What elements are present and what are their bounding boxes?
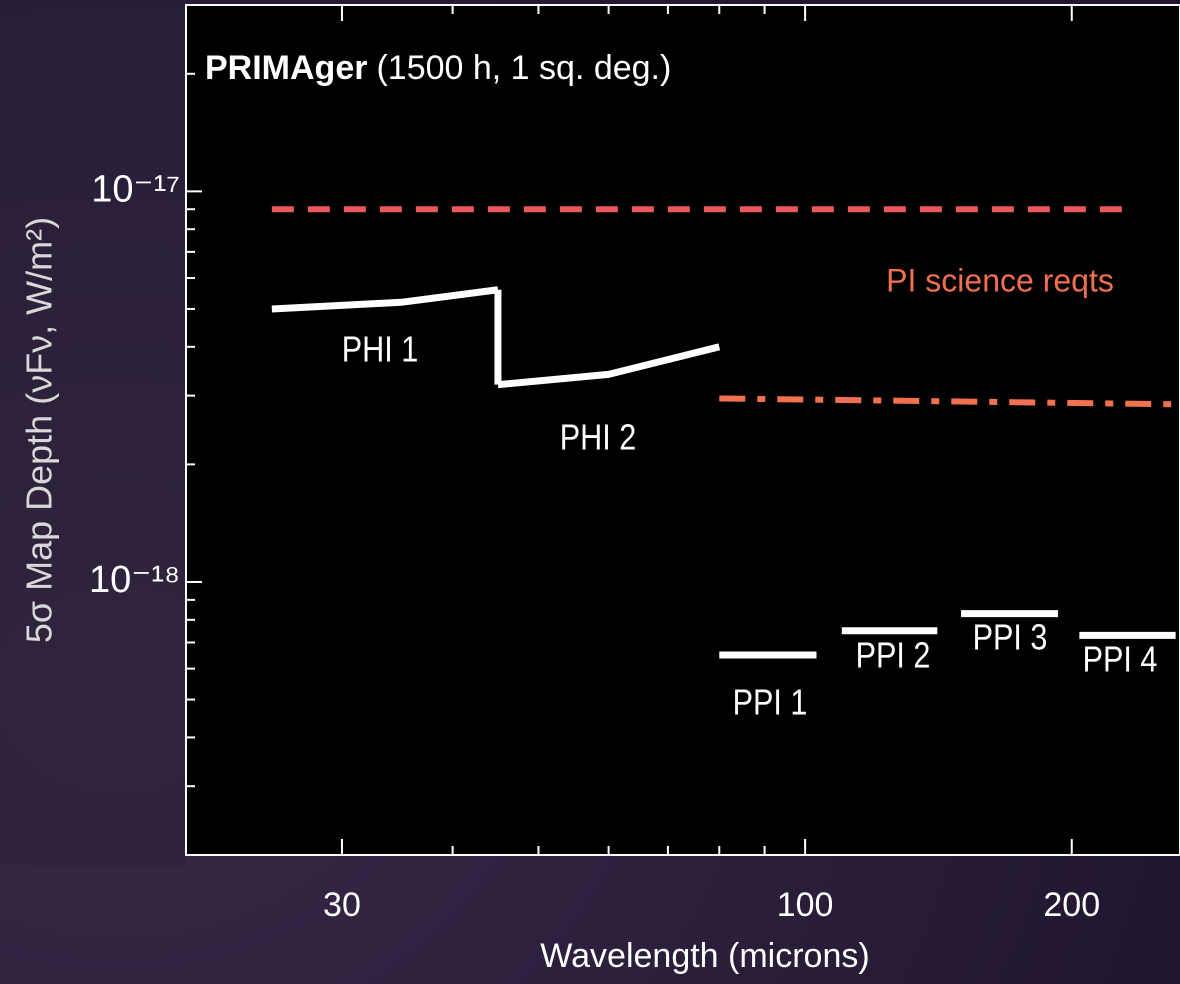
plot-content <box>271 206 1180 659</box>
series-label: PPI 1 <box>733 683 808 723</box>
x-tick-label: 30 <box>323 886 361 924</box>
chart-title: PRIMAger (1500 h, 1 sq. deg.) <box>205 49 671 87</box>
y-axis-label: 5σ Map Depth (νFν, W/m²) <box>19 217 60 643</box>
series-label: PHI 2 <box>560 418 636 458</box>
x-tick-label: 100 <box>777 886 834 924</box>
title-detail: (1500 h, 1 sq. deg.) <box>376 49 671 87</box>
y-tick-label: 10⁻¹⁷ <box>91 168 180 210</box>
series-line <box>719 395 1180 408</box>
x-axis-label: Wavelength (microns) <box>540 937 869 975</box>
series-label: PPI 3 <box>973 618 1048 658</box>
series-label: PPI 2 <box>856 636 931 676</box>
plot-area <box>185 4 1180 856</box>
title-name: PRIMAger <box>205 49 367 87</box>
series-label: PPI 4 <box>1083 640 1158 680</box>
x-tick-label: 200 <box>1043 886 1100 924</box>
image-strip <box>0 0 186 865</box>
series-line <box>271 286 499 313</box>
series-label: PHI 1 <box>342 330 418 370</box>
y-tick-label: 10⁻¹⁸ <box>89 559 180 601</box>
series-label: PI science reqts <box>886 262 1114 298</box>
series-line <box>497 343 721 389</box>
